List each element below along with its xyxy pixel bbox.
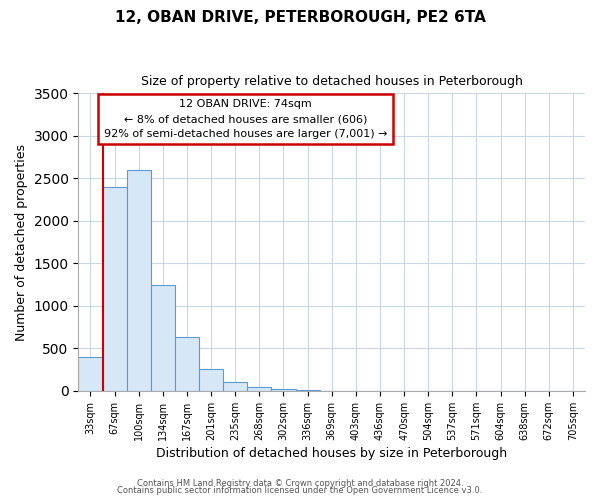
Bar bbox=[127, 170, 151, 391]
Bar bbox=[151, 284, 175, 391]
Bar bbox=[199, 369, 223, 391]
Y-axis label: Number of detached properties: Number of detached properties bbox=[15, 144, 28, 340]
Bar bbox=[247, 386, 271, 391]
Text: 12 OBAN DRIVE: 74sqm
← 8% of detached houses are smaller (606)
92% of semi-detac: 12 OBAN DRIVE: 74sqm ← 8% of detached ho… bbox=[104, 100, 388, 139]
Bar bbox=[271, 389, 296, 391]
Text: Contains public sector information licensed under the Open Government Licence v3: Contains public sector information licen… bbox=[118, 486, 482, 495]
Bar bbox=[223, 382, 247, 391]
Title: Size of property relative to detached houses in Peterborough: Size of property relative to detached ho… bbox=[141, 75, 523, 88]
Bar bbox=[103, 187, 127, 391]
Text: Contains HM Land Registry data © Crown copyright and database right 2024.: Contains HM Land Registry data © Crown c… bbox=[137, 478, 463, 488]
X-axis label: Distribution of detached houses by size in Peterborough: Distribution of detached houses by size … bbox=[156, 447, 507, 460]
Bar bbox=[296, 390, 320, 391]
Bar bbox=[79, 357, 103, 391]
Bar bbox=[175, 336, 199, 391]
Text: 12, OBAN DRIVE, PETERBOROUGH, PE2 6TA: 12, OBAN DRIVE, PETERBOROUGH, PE2 6TA bbox=[115, 10, 485, 25]
